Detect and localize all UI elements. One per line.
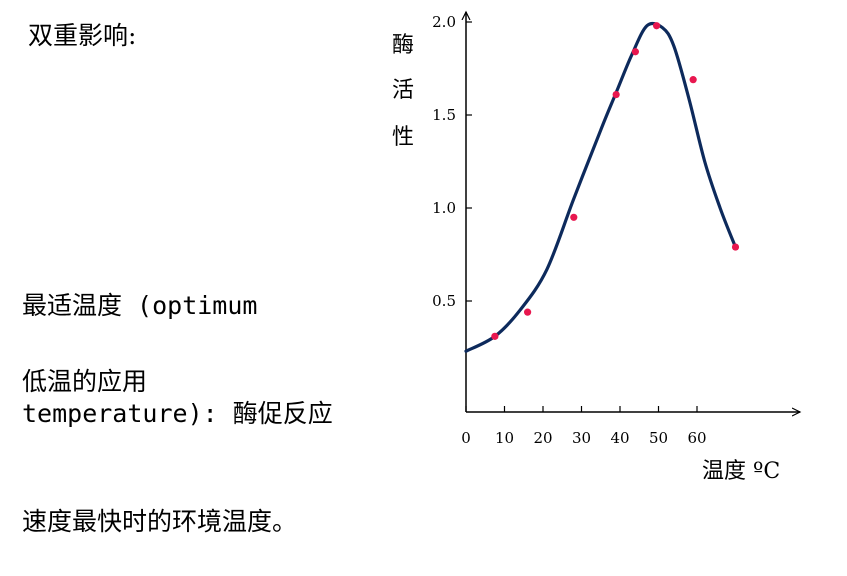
- definition-line: 最适温度 (optimum: [22, 291, 258, 320]
- data-point: [652, 22, 661, 30]
- y-axis-label-char: 活: [392, 78, 414, 103]
- y-tick-label: 1.0: [432, 199, 456, 217]
- x-tick-label: 20: [533, 429, 552, 447]
- x-axis-label: 温度 ºC: [702, 459, 780, 484]
- x-tick-label: 60: [687, 429, 706, 447]
- x-tick-label: 10: [495, 429, 514, 447]
- y-tick-label: 2.0: [432, 13, 456, 31]
- definition-line: 速度最快时的环境温度。: [22, 507, 298, 536]
- data-point: [612, 90, 620, 99]
- definition-line: temperature): 酶促反应: [22, 399, 333, 428]
- data-point: [491, 332, 499, 340]
- application-text: 低温的应用: [22, 367, 148, 396]
- data-point: [689, 76, 697, 84]
- data-point: [570, 213, 578, 221]
- data-point: [524, 308, 532, 316]
- x-tick-label: 50: [649, 429, 668, 447]
- slide-heading: 双重影响:: [28, 21, 137, 50]
- y-tick-label: 1.5: [432, 106, 456, 124]
- x-tick-label: 30: [572, 429, 591, 447]
- series-line: [464, 21, 738, 353]
- data-point: [731, 243, 740, 251]
- x-tick-label: 40: [610, 429, 629, 447]
- x-tick-label: 0: [461, 429, 471, 447]
- y-tick-label: 0.5: [432, 292, 456, 310]
- y-axis-label-char: 性: [392, 125, 414, 150]
- enzyme-activity-chart: 0.5 1.0 1.5 2.0 0 10 20 30 40 50 60 酶 活 性 温度 ºC: [392, 0, 847, 484]
- y-axis-label-char: 酶: [392, 33, 414, 58]
- data-point: [631, 48, 640, 56]
